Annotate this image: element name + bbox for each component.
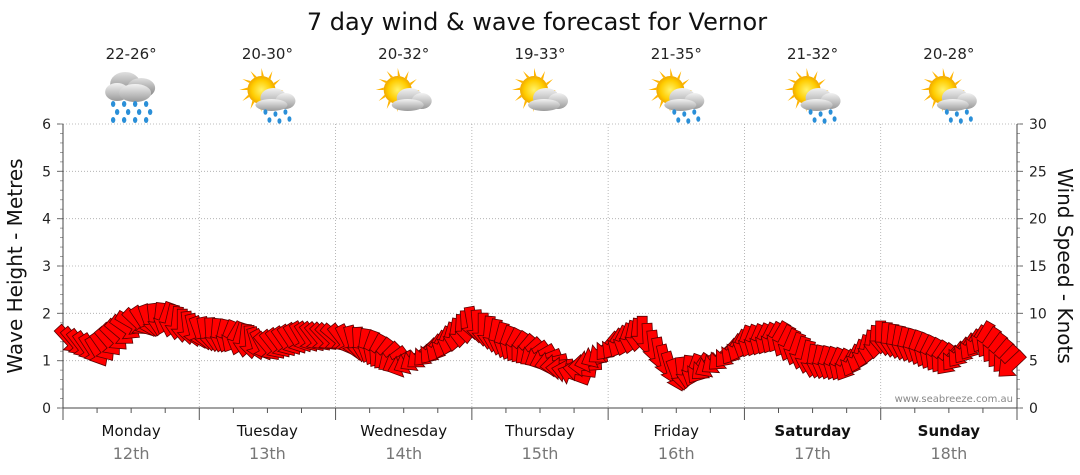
date-label: 16th bbox=[658, 444, 695, 463]
temperature-range: 20-32° bbox=[378, 45, 429, 63]
day-label: Wednesday bbox=[360, 422, 447, 440]
y-left-tick-label: 3 bbox=[42, 259, 51, 275]
date-label: 12th bbox=[113, 444, 150, 463]
y-right-tick-label: 25 bbox=[1029, 164, 1047, 180]
y-right-tick-label: 10 bbox=[1029, 306, 1047, 322]
day-label: Friday bbox=[654, 422, 700, 440]
temperature-range: 19-33° bbox=[514, 45, 565, 63]
y-left-tick-label: 5 bbox=[42, 164, 51, 180]
temperature-range: 21-35° bbox=[651, 45, 702, 63]
day-label: Tuesday bbox=[236, 422, 298, 440]
date-label: 18th bbox=[930, 444, 967, 463]
chart-title: 7 day wind & wave forecast for Vernor bbox=[307, 8, 767, 36]
y-right-tick-label: 15 bbox=[1029, 259, 1047, 275]
y-right-tick-label: 0 bbox=[1029, 401, 1038, 417]
y-left-axis-title: Wave Height - Metres bbox=[3, 158, 27, 373]
y-right-tick-label: 5 bbox=[1029, 354, 1038, 370]
credit-text: www.seabreeze.com.au bbox=[895, 394, 1013, 405]
y-left-tick-label: 0 bbox=[42, 401, 51, 417]
sun-cloud-showers-icon bbox=[239, 68, 296, 124]
y-right-tick-label: 30 bbox=[1029, 117, 1047, 133]
sun-cloud-showers-icon bbox=[920, 68, 977, 124]
temperature-range: 22-26° bbox=[106, 45, 157, 63]
sun-cloud-icon bbox=[375, 68, 432, 112]
rain-cloud-icon bbox=[105, 72, 156, 123]
date-label: 14th bbox=[385, 444, 422, 463]
sun-cloud-showers-icon bbox=[648, 68, 705, 124]
y-left-tick-label: 6 bbox=[42, 117, 51, 133]
temperature-range: 20-30° bbox=[242, 45, 293, 63]
day-label: Thursday bbox=[504, 422, 575, 440]
y-left-tick-label: 4 bbox=[42, 212, 51, 228]
y-right-tick-label: 20 bbox=[1029, 212, 1047, 228]
y-left-tick-label: 2 bbox=[42, 306, 51, 322]
sun-cloud-showers-icon bbox=[784, 68, 841, 124]
wind-arrow bbox=[998, 349, 1027, 377]
day-label: Sunday bbox=[918, 422, 981, 440]
y-right-axis-title: Wind Speed - Knots bbox=[1053, 168, 1077, 364]
day-label: Saturday bbox=[774, 422, 851, 440]
temperature-range: 21-32° bbox=[787, 45, 838, 63]
temperature-range: 20-28° bbox=[923, 45, 974, 63]
sun-cloud-icon bbox=[512, 68, 568, 112]
date-label: 15th bbox=[522, 444, 559, 463]
date-label: 17th bbox=[794, 444, 831, 463]
date-label: 13th bbox=[249, 444, 286, 463]
y-left-tick-label: 1 bbox=[42, 354, 51, 370]
day-label: Monday bbox=[102, 422, 161, 440]
